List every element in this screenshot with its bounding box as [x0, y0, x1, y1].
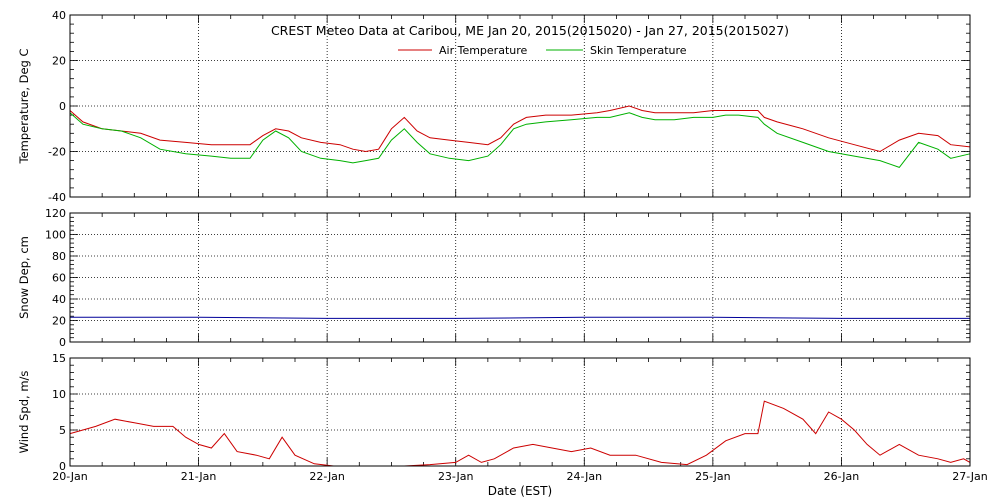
snow-depth-y-tick-label: 60: [52, 272, 66, 285]
x-tick-label: 25-Jan: [695, 470, 731, 483]
snow-depth-frame: [69, 212, 971, 343]
chart-title: CREST Meteo Data at Caribou, ME Jan 20, …: [271, 23, 789, 38]
temperature-frame: [69, 14, 971, 198]
snow-depth-y-tick-label: 20: [52, 315, 66, 328]
wind-speed-panel: 0 5 10 15 Wind Spd, m/s: [17, 352, 971, 473]
temperature-series-line-0: [69, 105, 971, 153]
x-tick-label: 26-Jan: [824, 470, 860, 483]
snow-depth-y-tick-label: 100: [45, 229, 66, 242]
temperature-y-axis-label: Temperature, Deg C: [17, 48, 31, 164]
x-tick-label: 20-Jan: [52, 470, 88, 483]
temperature-series-line-1: [69, 112, 971, 168]
x-tick-label: 27-Jan: [952, 470, 988, 483]
x-tick-label: 21-Jan: [181, 470, 217, 483]
snow-depth-y-tick-label: 80: [52, 250, 66, 263]
wind-speed-y-axis-label: Wind Spd, m/s: [17, 371, 31, 454]
snow-depth-y-axis-label: Snow Dep, cm: [17, 236, 31, 319]
wind-speed-frame: [69, 357, 971, 467]
legend-label-skin: Skin Temperature: [590, 44, 687, 57]
x-tick-label: 24-Jan: [567, 470, 603, 483]
temperature-y-tick-label: -40: [48, 191, 66, 204]
snow-depth-y-tick-label: 120: [45, 207, 66, 220]
x-tick-label: 23-Jan: [438, 470, 474, 483]
snow-depth-y-tick-label: 40: [52, 293, 66, 306]
snow-depth-panel: 0 20 40 60 80 100 120 Snow Dep, cm: [17, 207, 971, 349]
wind-speed-y-tick-label: 15: [52, 352, 66, 365]
temperature-y-tick-label: 40: [52, 9, 66, 22]
x-axis-label: Date (EST): [488, 484, 552, 498]
wind-speed-y-tick-label: 10: [52, 388, 66, 401]
snow-depth-y-tick-label: 0: [59, 336, 66, 349]
wind-speed-y-tick-label: 0: [59, 460, 66, 473]
legend: Air Temperature Skin Temperature: [398, 44, 687, 57]
temperature-panel: -40 -20 0 20 40 Temperature, Deg C: [17, 9, 971, 204]
temperature-y-tick-label: 0: [59, 100, 66, 113]
snow-depth-series-line-0: [70, 316, 970, 319]
temperature-y-tick-label: -20: [48, 146, 66, 159]
x-tick-label: 22-Jan: [309, 470, 345, 483]
temperature-y-tick-label: 20: [52, 55, 66, 68]
legend-label-air: Air Temperature: [439, 44, 528, 57]
wind-speed-y-tick-label: 5: [59, 424, 66, 437]
wind-speed-series-line-0: [69, 400, 971, 467]
